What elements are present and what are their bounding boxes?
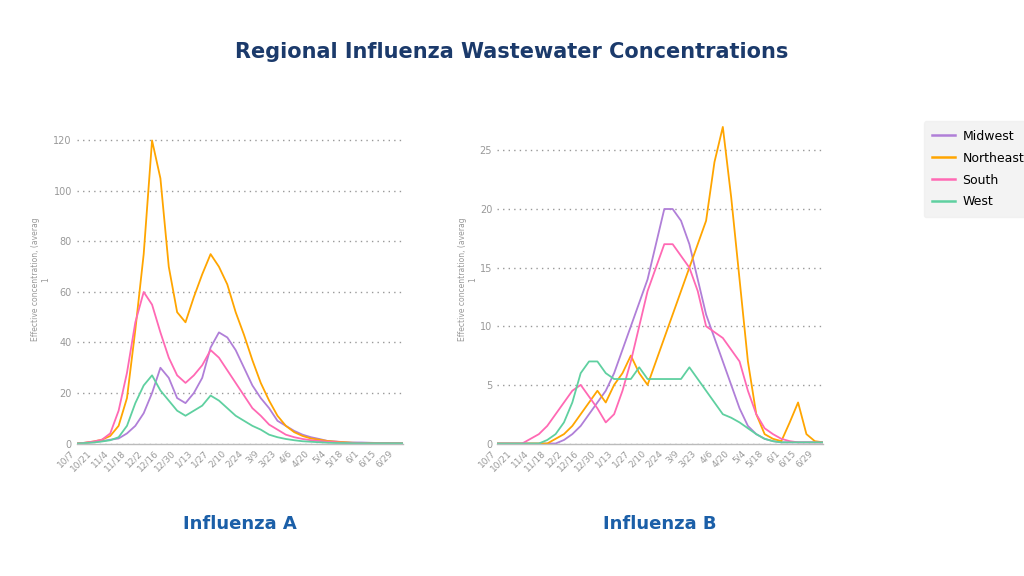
Text: Regional Influenza Wastewater Concentrations: Regional Influenza Wastewater Concentrat… bbox=[236, 42, 788, 62]
Text: Influenza A: Influenza A bbox=[183, 515, 297, 533]
Text: Influenza B: Influenza B bbox=[603, 515, 717, 533]
Y-axis label: Effective concentration, (averag
1: Effective concentration, (averag 1 bbox=[32, 218, 50, 341]
Legend: Midwest, Northeast, South, West: Midwest, Northeast, South, West bbox=[924, 122, 1024, 217]
Y-axis label: Effective concentration, (averag
1: Effective concentration, (averag 1 bbox=[458, 218, 477, 341]
